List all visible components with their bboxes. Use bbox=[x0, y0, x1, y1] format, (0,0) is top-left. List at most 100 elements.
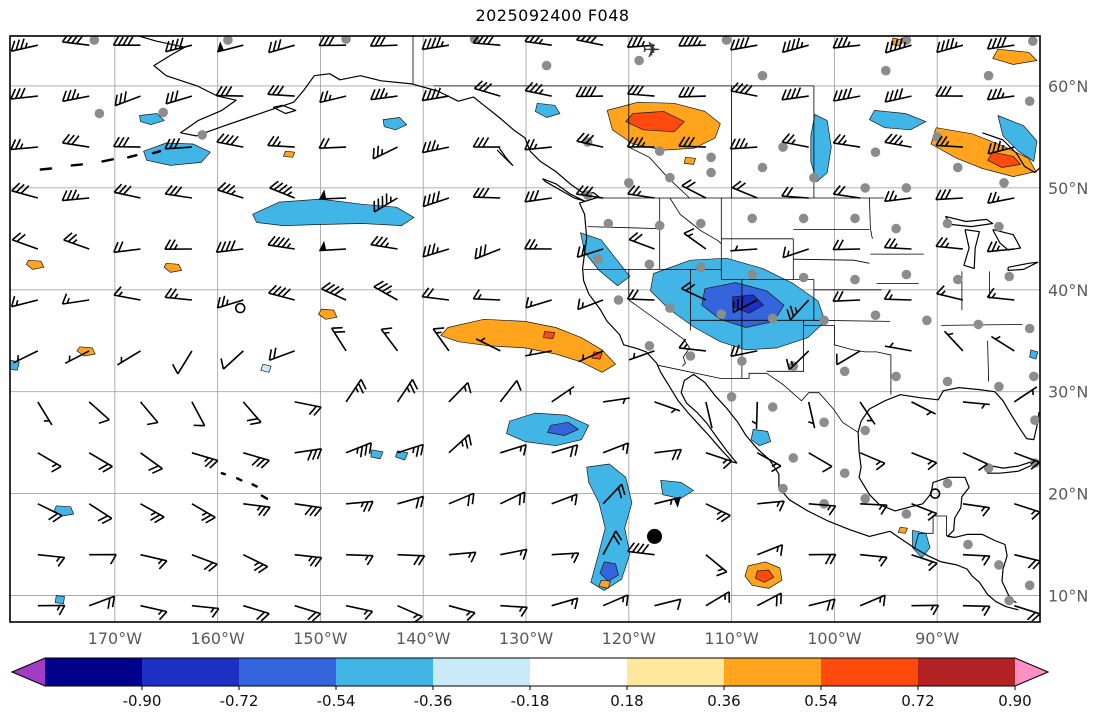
barb-staff bbox=[935, 135, 963, 148]
barb-staff bbox=[346, 553, 374, 566]
station-dot bbox=[994, 560, 1004, 570]
wind-barb bbox=[422, 191, 450, 208]
barb-staff bbox=[943, 330, 964, 352]
wind-barb bbox=[935, 236, 963, 250]
barb-staff bbox=[860, 553, 888, 567]
station-dot bbox=[706, 167, 716, 178]
wind-barb bbox=[191, 401, 206, 427]
barb-staff bbox=[294, 604, 322, 622]
wind-barb bbox=[832, 239, 861, 251]
barb-staff bbox=[318, 36, 347, 47]
barb-staff bbox=[832, 239, 861, 251]
barb-staff bbox=[373, 193, 398, 213]
contour-region-bc-offshore-blue bbox=[534, 102, 561, 118]
station-dot bbox=[901, 509, 912, 519]
colorbar-arrow-right bbox=[1015, 658, 1048, 686]
wind-barb bbox=[751, 401, 759, 429]
wind-barb bbox=[911, 503, 938, 522]
barb-staff bbox=[836, 350, 861, 366]
wind-barb bbox=[859, 594, 886, 607]
wind-barb bbox=[191, 503, 216, 524]
barb-staff bbox=[678, 86, 706, 98]
barb-staff bbox=[397, 495, 425, 509]
border-line bbox=[628, 269, 685, 341]
barb-staff bbox=[807, 401, 816, 429]
barb-staff bbox=[911, 604, 940, 616]
barb-staff bbox=[373, 280, 398, 301]
barb-staff bbox=[729, 137, 758, 150]
contour-region-chiapas-orange bbox=[897, 526, 908, 534]
wind-barb bbox=[61, 189, 90, 202]
barb-staff bbox=[37, 553, 66, 567]
wind-barb bbox=[217, 181, 244, 199]
barb-pennant bbox=[673, 497, 681, 508]
wind-barb bbox=[370, 235, 398, 250]
barb-staff bbox=[832, 87, 861, 102]
wind-barb bbox=[432, 327, 450, 352]
station-dot bbox=[94, 108, 105, 119]
barb-staff bbox=[113, 286, 141, 301]
wind-barb bbox=[602, 594, 629, 607]
barb-staff bbox=[217, 181, 244, 199]
barb-staff bbox=[37, 604, 66, 616]
barb-staff bbox=[832, 185, 861, 199]
border-line bbox=[587, 226, 660, 229]
barb-staff bbox=[397, 604, 423, 622]
wind-barb bbox=[1014, 452, 1040, 470]
wind-barb bbox=[986, 36, 1015, 50]
wind-barb bbox=[884, 133, 912, 148]
lat-tick-label: 10°N bbox=[1048, 587, 1088, 606]
wind-barb bbox=[576, 132, 604, 148]
barb-staff bbox=[473, 80, 501, 97]
wind-barb bbox=[654, 496, 681, 508]
contour-region-big-top-red-core bbox=[625, 111, 685, 133]
wind-barb bbox=[860, 503, 888, 515]
barb-staff bbox=[319, 248, 347, 252]
station-dot bbox=[953, 162, 963, 173]
plot-frame bbox=[9, 35, 1041, 623]
station-dot bbox=[644, 341, 655, 351]
station-dot bbox=[757, 162, 768, 173]
barb-staff bbox=[628, 231, 655, 250]
wind-barb bbox=[500, 444, 527, 456]
wind-barb bbox=[705, 503, 731, 523]
barb-staff bbox=[705, 591, 731, 607]
barb-staff bbox=[524, 238, 552, 250]
wind-barb bbox=[860, 553, 888, 567]
station-dot bbox=[747, 213, 757, 224]
coastline bbox=[1007, 261, 1039, 271]
contour-region-subtrop-core bbox=[547, 421, 579, 436]
wind-barb bbox=[626, 136, 655, 148]
barb-staff bbox=[330, 326, 347, 352]
wind-barb bbox=[448, 382, 472, 403]
coastline bbox=[542, 178, 586, 202]
barb-staff bbox=[61, 36, 90, 46]
wind-barb bbox=[705, 401, 713, 429]
barb-staff bbox=[500, 444, 527, 456]
barb-staff bbox=[396, 378, 419, 403]
barb-staff bbox=[345, 442, 372, 458]
barb-staff bbox=[215, 85, 244, 97]
barb-staff bbox=[731, 180, 758, 199]
wind-barb bbox=[220, 350, 244, 370]
barb-staff bbox=[935, 188, 963, 201]
chart-title: 2025092400 F048 bbox=[475, 6, 630, 25]
barb-staff bbox=[472, 137, 501, 148]
barb-staff bbox=[551, 444, 579, 458]
wind-barb bbox=[448, 434, 472, 454]
wind-barb bbox=[859, 452, 886, 471]
barb-staff bbox=[294, 503, 323, 517]
wind-barb bbox=[551, 552, 580, 564]
wind-barb bbox=[139, 401, 159, 426]
coastline bbox=[857, 432, 1017, 604]
barb-staff bbox=[962, 503, 991, 517]
wind-barb bbox=[216, 295, 244, 309]
wind-barb bbox=[654, 401, 681, 414]
border-line bbox=[628, 85, 690, 199]
wind-barb bbox=[140, 503, 165, 524]
wind-barb bbox=[37, 452, 62, 473]
colorbar-tick-label: -0.18 bbox=[511, 692, 550, 710]
barb-staff bbox=[986, 87, 1015, 101]
station-dot bbox=[644, 259, 655, 270]
barb-staff bbox=[987, 140, 1015, 155]
